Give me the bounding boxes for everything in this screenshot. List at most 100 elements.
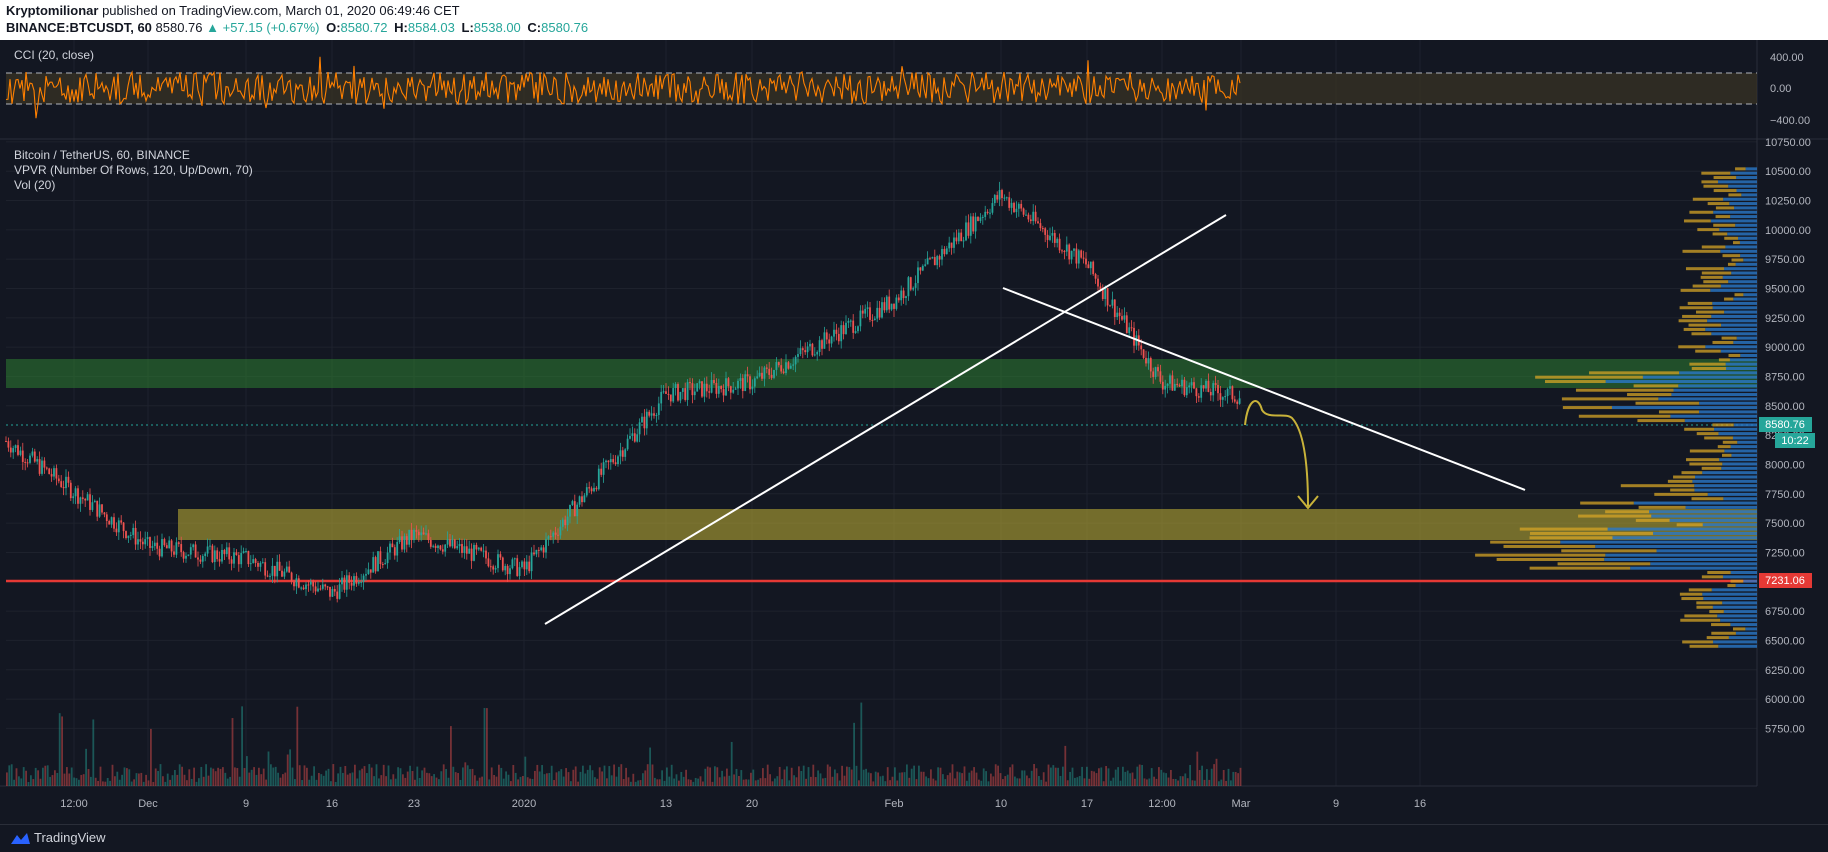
candle-body — [501, 557, 504, 571]
candle-body — [324, 584, 327, 587]
vp-up-bar — [1730, 171, 1757, 175]
volume-bar — [870, 773, 872, 786]
price-tick-label: 5750.00 — [1765, 723, 1805, 735]
vp-down-bar — [1620, 484, 1695, 488]
volume-bar — [603, 765, 606, 786]
volume-bar — [94, 777, 97, 786]
candle-body — [1128, 327, 1131, 334]
vp-up-bar — [1737, 440, 1757, 444]
main-legend-vol[interactable]: Vol (20) — [14, 178, 55, 192]
vp-up-bar — [1729, 202, 1757, 206]
vp-up-bar — [1739, 241, 1757, 245]
chart-area[interactable]: CCI (20, close) 400.00 0.00 −400.00 Bitcoi… — [0, 40, 1828, 824]
vp-up-bar — [1702, 592, 1757, 596]
volume-bar — [872, 781, 875, 786]
vp-up-bar — [1743, 579, 1757, 583]
candle-body — [213, 550, 216, 563]
vp-down-bar — [1679, 306, 1713, 310]
volume-bar — [464, 762, 467, 786]
volume-bar — [1122, 766, 1124, 786]
author-name[interactable]: Kryptomilionar — [6, 3, 99, 18]
candle-body — [1152, 371, 1155, 378]
candle-body — [984, 211, 987, 217]
volume-bar — [769, 774, 771, 786]
vp-down-bar — [1667, 479, 1693, 483]
volume-bar — [1088, 778, 1091, 786]
volume-bar — [1009, 767, 1011, 786]
ascending-trendline[interactable] — [544, 214, 1227, 625]
candlesticks — [5, 181, 1241, 603]
vp-up-bar — [1712, 306, 1757, 310]
candle-body — [643, 416, 646, 429]
candle-body — [681, 388, 684, 392]
volume-bar — [1179, 776, 1182, 786]
volume-bar — [1105, 766, 1107, 786]
yellow-support-zone[interactable] — [178, 509, 1757, 540]
candle-body — [830, 336, 833, 344]
volume-bar — [411, 771, 414, 786]
vp-down-bar — [1689, 462, 1723, 466]
time-tick-label: 16 — [1414, 798, 1426, 810]
volume-bar — [1155, 778, 1158, 786]
vp-down-bar — [1580, 501, 1634, 505]
candle-body — [917, 267, 919, 284]
volume-bar — [162, 776, 164, 786]
volume-bar — [874, 771, 877, 786]
candle-body — [38, 459, 41, 474]
cci-legend[interactable]: CCI (20, close) — [14, 48, 94, 62]
volume-bar — [625, 767, 627, 786]
volume-bar — [855, 765, 858, 786]
candle-body — [698, 381, 701, 384]
price-change: ▲ +57.15 (+0.67%) — [202, 20, 320, 35]
candle-body — [528, 561, 531, 572]
candle-body — [55, 468, 58, 479]
vp-down-bar — [1691, 497, 1724, 501]
price-chart[interactable]: CCI (20, close) 400.00 0.00 −400.00 Bitcoi… — [0, 40, 1828, 824]
volume-bar — [1086, 766, 1088, 786]
volume-bar — [1081, 766, 1083, 786]
candle-body — [302, 587, 305, 590]
volume-bar — [1018, 778, 1021, 786]
vp-down-bar — [1706, 636, 1729, 640]
descending-trendline[interactable] — [1002, 287, 1526, 491]
main-legend-vpvr[interactable]: VPVR (Number Of Rows, 120, Up/Down, 70) — [14, 163, 253, 177]
candle-body — [170, 540, 173, 552]
volume-bar — [800, 770, 803, 786]
volume-bar — [121, 774, 123, 786]
volume-bar — [421, 770, 423, 786]
candle-body — [72, 496, 75, 499]
volume-bar — [382, 764, 385, 786]
tradingview-logo[interactable]: TradingView — [8, 830, 106, 845]
main-legend-symbol[interactable]: Bitcoin / TetherUS, 60, BINANCE — [14, 148, 190, 162]
price-tick-label: 7500.00 — [1765, 518, 1805, 530]
vp-up-bar — [1684, 419, 1757, 423]
volume-bar — [284, 772, 287, 786]
candle-body — [1207, 380, 1210, 392]
vp-up-bar — [1720, 249, 1757, 253]
green-resistance-zone[interactable] — [6, 359, 1757, 388]
candle-body — [297, 578, 300, 588]
candle-body — [278, 561, 281, 571]
volume-bar — [788, 780, 791, 786]
volume-bar — [1083, 778, 1086, 786]
volume-bar — [678, 780, 680, 786]
vp-up-bar — [1731, 453, 1757, 457]
volume-bar — [704, 768, 707, 786]
volume-bar — [342, 772, 344, 786]
candle-body — [509, 568, 511, 575]
candle-body — [631, 433, 634, 436]
volume-bar — [886, 767, 889, 786]
volume-bar — [586, 769, 589, 786]
volume-bar — [1090, 770, 1093, 786]
candle-body — [432, 545, 435, 547]
candle-body — [1221, 397, 1224, 400]
volume-profile — [1475, 167, 1757, 648]
time-axis[interactable]: 12:00 Dec 9 16 23 2020 13 20 Feb 10 17 12:00 Mar 9 16 — [60, 798, 1426, 810]
volume-bar — [483, 707, 486, 786]
candle-body — [437, 545, 439, 548]
candle-body — [516, 558, 519, 576]
volume-bar — [370, 767, 373, 786]
volume-bar — [1182, 776, 1184, 786]
projection-arrow[interactable] — [1244, 400, 1309, 507]
candle-body — [1106, 288, 1109, 306]
